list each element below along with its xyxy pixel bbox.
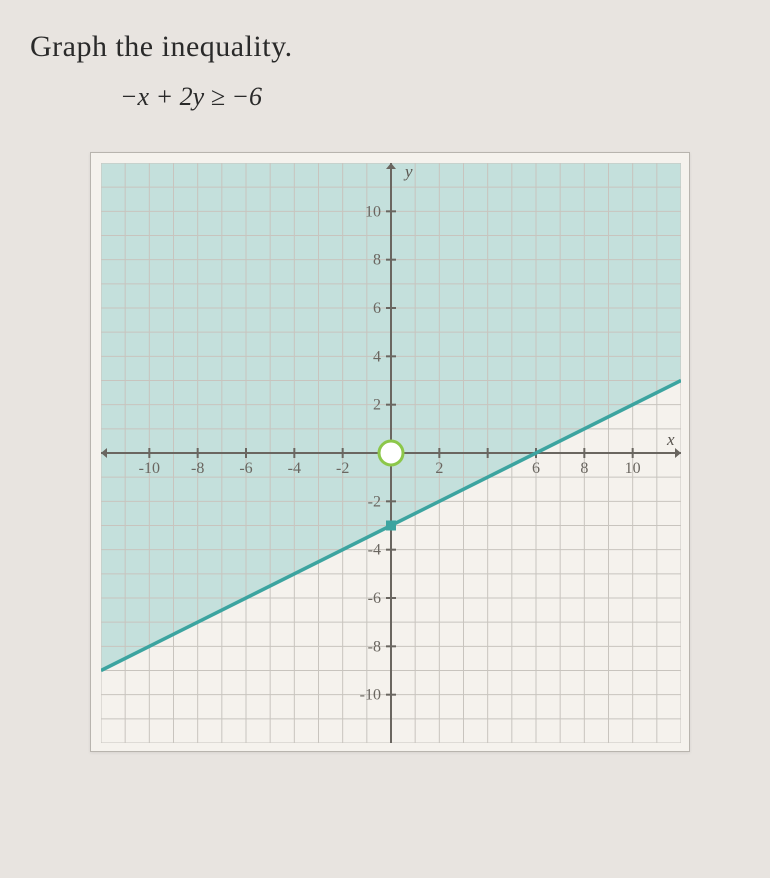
- x-tick-label: 6: [532, 460, 540, 477]
- y-tick-label: -4: [368, 542, 381, 559]
- x-tick-label: -4: [288, 460, 301, 477]
- page-title: Graph the inequality.: [30, 30, 740, 64]
- y-tick-label: 6: [373, 300, 381, 317]
- x-tick-label: 10: [625, 460, 641, 477]
- y-tick-label: -6: [368, 590, 381, 607]
- y-tick-label: 10: [365, 203, 381, 220]
- y-tick-label: -2: [368, 493, 381, 510]
- x-tick-label: 2: [435, 460, 443, 477]
- y-tick-label: -10: [360, 687, 381, 704]
- x-tick-label: -8: [191, 460, 204, 477]
- x-axis-label: x: [666, 430, 675, 449]
- y-tick-label: -8: [368, 638, 381, 655]
- y-tick-label: 2: [373, 397, 381, 414]
- y-tick-label: 4: [373, 348, 381, 365]
- x-tick-label: -10: [139, 460, 160, 477]
- x-tick-label: -2: [336, 460, 349, 477]
- x-tick-label: 8: [580, 460, 588, 477]
- y-axis-label: y: [403, 163, 413, 181]
- origin-marker[interactable]: [379, 441, 403, 465]
- y-tick-label: 8: [373, 252, 381, 269]
- inequality-equation: −x + 2y ≥ −6: [120, 82, 740, 112]
- x-tick-label: -6: [239, 460, 252, 477]
- chart-canvas: -10 -8 -6 -4 -2 2 6 8 10 -10 -8 -6 -4 -2 2 4 6 8 10 y x: [101, 163, 681, 743]
- inequality-chart: -10 -8 -6 -4 -2 2 6 8 10 -10 -8 -6 -4 -2 2 4 6 8 10 y x: [90, 152, 690, 752]
- point-marker[interactable]: [386, 521, 396, 531]
